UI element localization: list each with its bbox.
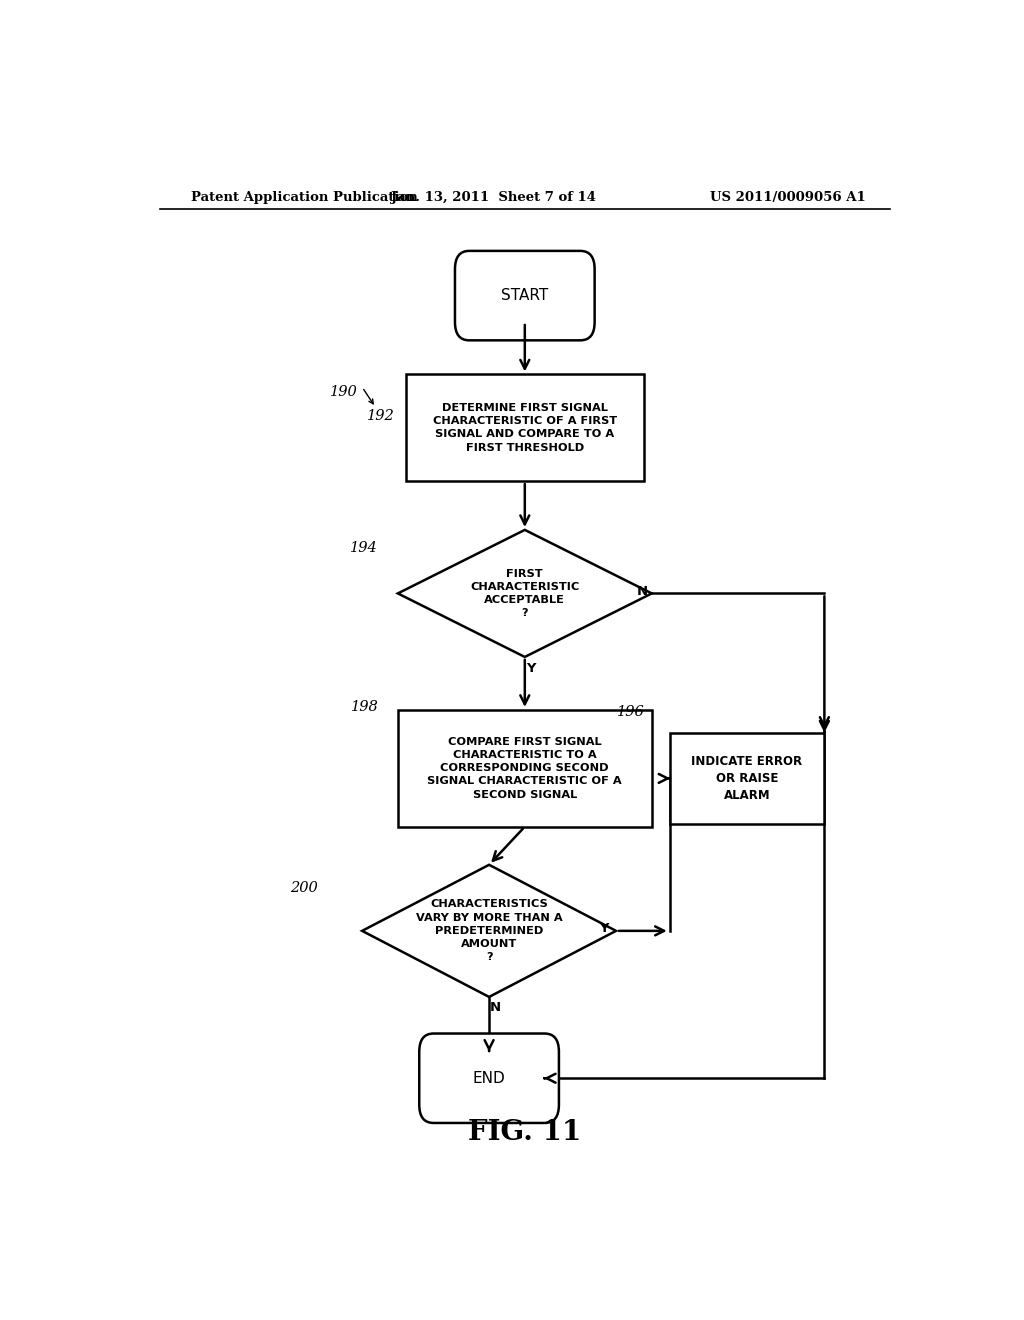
Text: Jan. 13, 2011  Sheet 7 of 14: Jan. 13, 2011 Sheet 7 of 14 [390, 190, 596, 203]
Text: CHARACTERISTICS
VARY BY MORE THAN A
PREDETERMINED
AMOUNT
?: CHARACTERISTICS VARY BY MORE THAN A PRED… [416, 899, 562, 962]
Text: COMPARE FIRST SIGNAL
CHARACTERISTIC TO A
CORRESPONDING SECOND
SIGNAL CHARACTERIS: COMPARE FIRST SIGNAL CHARACTERISTIC TO A… [427, 737, 623, 800]
Text: Y: Y [599, 923, 609, 936]
Text: 192: 192 [367, 409, 394, 422]
Text: FIRST
CHARACTERISTIC
ACCEPTABLE
?: FIRST CHARACTERISTIC ACCEPTABLE ? [470, 569, 580, 618]
Text: 198: 198 [350, 700, 378, 714]
Polygon shape [397, 529, 652, 657]
Bar [670, 733, 824, 824]
Text: START: START [501, 288, 549, 304]
Text: N: N [489, 1001, 501, 1014]
FancyBboxPatch shape [419, 1034, 559, 1123]
Text: Patent Application Publication: Patent Application Publication [191, 190, 418, 203]
Text: 196: 196 [617, 705, 645, 719]
Text: FIG. 11: FIG. 11 [468, 1118, 582, 1146]
Polygon shape [362, 865, 616, 997]
Bar [406, 375, 644, 480]
Text: END: END [473, 1071, 506, 1086]
Text: 190: 190 [330, 385, 357, 399]
Text: DETERMINE FIRST SIGNAL
CHARACTERISTIC OF A FIRST
SIGNAL AND COMPARE TO A
FIRST T: DETERMINE FIRST SIGNAL CHARACTERISTIC OF… [433, 403, 616, 453]
FancyBboxPatch shape [455, 251, 595, 341]
Text: US 2011/0009056 A1: US 2011/0009056 A1 [711, 190, 866, 203]
Text: 194: 194 [350, 541, 378, 554]
Text: N: N [637, 585, 648, 598]
Text: Y: Y [526, 663, 536, 675]
Text: INDICATE ERROR
OR RAISE
ALARM: INDICATE ERROR OR RAISE ALARM [691, 755, 803, 803]
Bar [397, 710, 651, 826]
Text: 200: 200 [291, 882, 318, 895]
